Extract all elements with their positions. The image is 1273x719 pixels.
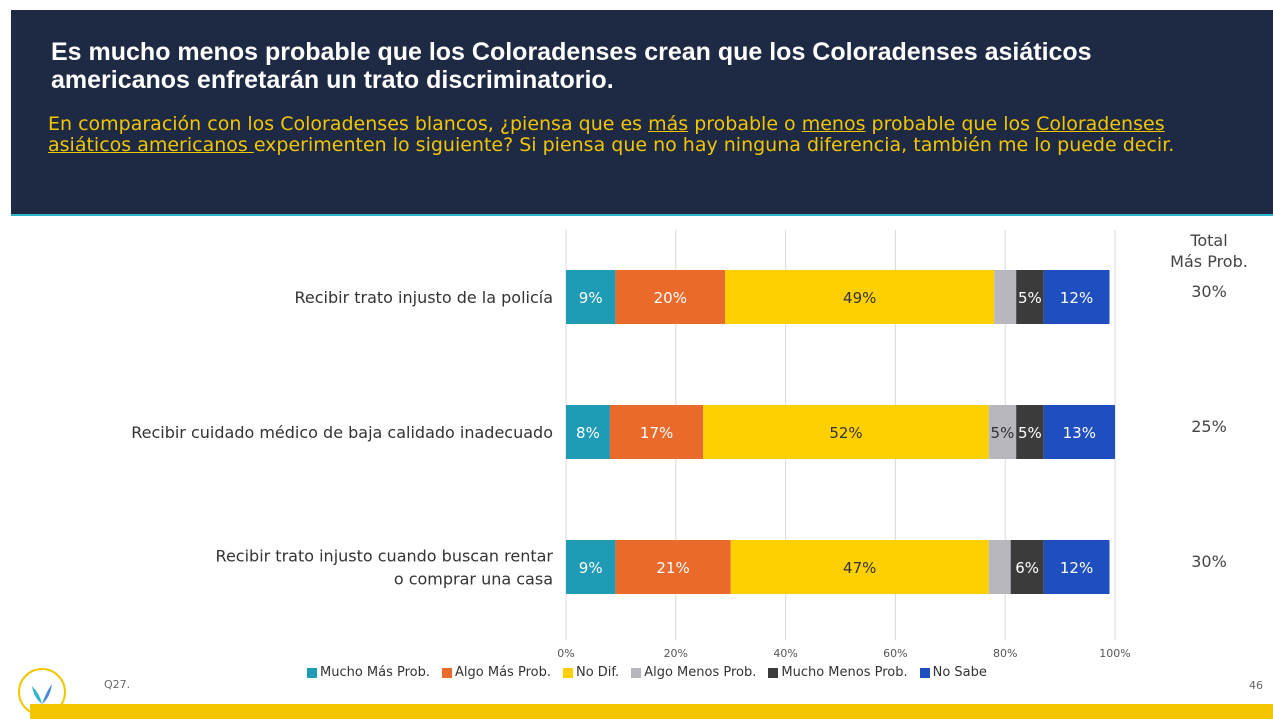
x-tick-label: 0%: [557, 647, 574, 660]
bar-segment: [566, 405, 610, 459]
bar-segment: [1010, 540, 1044, 594]
bar-segment: [1016, 270, 1044, 324]
subtitle-text-1: En comparación con los Coloradenses blan…: [48, 113, 649, 135]
bar-segment: [615, 540, 731, 594]
total-header: Más Prob.: [1170, 252, 1248, 271]
bar-value-label: 9%: [579, 289, 603, 307]
total-value: 25%: [1191, 417, 1227, 436]
bar-value-label: 12%: [1060, 559, 1093, 577]
bar-segment: [703, 405, 989, 459]
bar-segment: [566, 540, 616, 594]
x-tick-label: 60%: [883, 647, 907, 660]
bar-value-label: 9%: [579, 559, 603, 577]
chart-legend: Mucho Más Prob. Algo Más Prob. No Dif. Algo…: [307, 665, 987, 680]
bar-segment: [1043, 540, 1110, 594]
legend-swatch: [562, 667, 573, 678]
bar-segment: [988, 405, 1017, 459]
bar-segment: [566, 270, 616, 324]
bar-value-label: 5%: [1018, 424, 1042, 442]
legend-item: Mucho Más Prob.: [307, 665, 430, 680]
x-tick-label: 100%: [1099, 647, 1130, 660]
slide-subtitle: En comparación con los Coloradenses blan…: [48, 114, 1248, 156]
bar-segment: [988, 540, 1011, 594]
bar-value-label: 47%: [843, 559, 876, 577]
total-header: Total: [1189, 231, 1227, 250]
subtitle-text-2: probable o: [688, 113, 802, 135]
legend-item: No Sabe: [919, 665, 987, 680]
bar-value-label: 5%: [991, 424, 1015, 442]
bar-segment: [725, 270, 995, 324]
total-value: 30%: [1191, 282, 1227, 301]
question-footnote: Q27.: [104, 678, 131, 691]
total-value: 30%: [1191, 552, 1227, 571]
legend-swatch: [442, 667, 453, 678]
bar-segment: [994, 270, 1017, 324]
legend-label: Algo Menos Prob.: [644, 665, 757, 680]
bar-value-label: 20%: [654, 289, 687, 307]
bar-value-label: 49%: [843, 289, 876, 307]
category-label: o comprar una casa: [394, 570, 553, 589]
legend-swatch: [631, 667, 642, 678]
legend-swatch: [768, 667, 779, 678]
subtitle-underlined-group: Coloradenses asiáticos americanos: [48, 113, 1165, 156]
bar-segment: [1043, 270, 1110, 324]
subtitle-underlined-mas: más: [648, 113, 689, 135]
category-label: Recibir trato injusto cuando buscan rent…: [216, 547, 554, 566]
subtitle-underlined-menos: menos: [801, 113, 866, 135]
category-label: Recibir trato injusto de la policía: [294, 288, 553, 307]
legend-label: No Dif.: [575, 665, 620, 680]
bar-value-label: 21%: [656, 559, 689, 577]
x-tick-label: 20%: [664, 647, 688, 660]
bar-value-label: 6%: [1015, 559, 1039, 577]
bar-value-label: 13%: [1063, 424, 1096, 442]
subtitle-text-3: probable que los: [865, 113, 1037, 135]
subtitle-text-4: experimenten lo siguiente? Si piensa que…: [253, 134, 1175, 156]
bar-value-label: 12%: [1060, 289, 1093, 307]
bar-segment: [615, 270, 726, 324]
bar-segment: [609, 405, 704, 459]
bar-value-label: 52%: [829, 424, 862, 442]
bottom-accent-bar: [30, 704, 1273, 719]
slide-title: Es mucho menos probable que los Colorade…: [51, 38, 1092, 94]
logo-leaf-icon: [32, 684, 52, 704]
legend-label: Mucho Menos Prob.: [781, 665, 908, 680]
legend-item: Algo Menos Prob.: [631, 665, 756, 680]
bar-value-label: 17%: [640, 424, 673, 442]
legend-label: Mucho Más Prob.: [320, 665, 431, 680]
legend-item: Algo Más Prob.: [442, 665, 551, 680]
legend-item: Mucho Menos Prob.: [768, 665, 908, 680]
bar-value-label: 8%: [576, 424, 600, 442]
legend-swatch: [307, 667, 317, 678]
legend-label: No Sabe: [932, 665, 987, 680]
legend-item: No Dif.: [562, 665, 620, 680]
bar-segment: [1043, 405, 1115, 459]
bar-value-label: 5%: [1018, 289, 1042, 307]
page-number: 46: [1249, 679, 1263, 692]
x-tick-label: 40%: [773, 647, 797, 660]
bar-segment: [1016, 405, 1044, 459]
header-banner: Es mucho menos probable que los Colorade…: [11, 10, 1273, 216]
legend-label: Algo Más Prob.: [455, 665, 551, 680]
legend-swatch: [919, 667, 930, 678]
x-tick-label: 80%: [993, 647, 1017, 660]
category-label: Recibir cuidado médico de baja calidado …: [131, 423, 553, 442]
bar-segment: [730, 540, 989, 594]
